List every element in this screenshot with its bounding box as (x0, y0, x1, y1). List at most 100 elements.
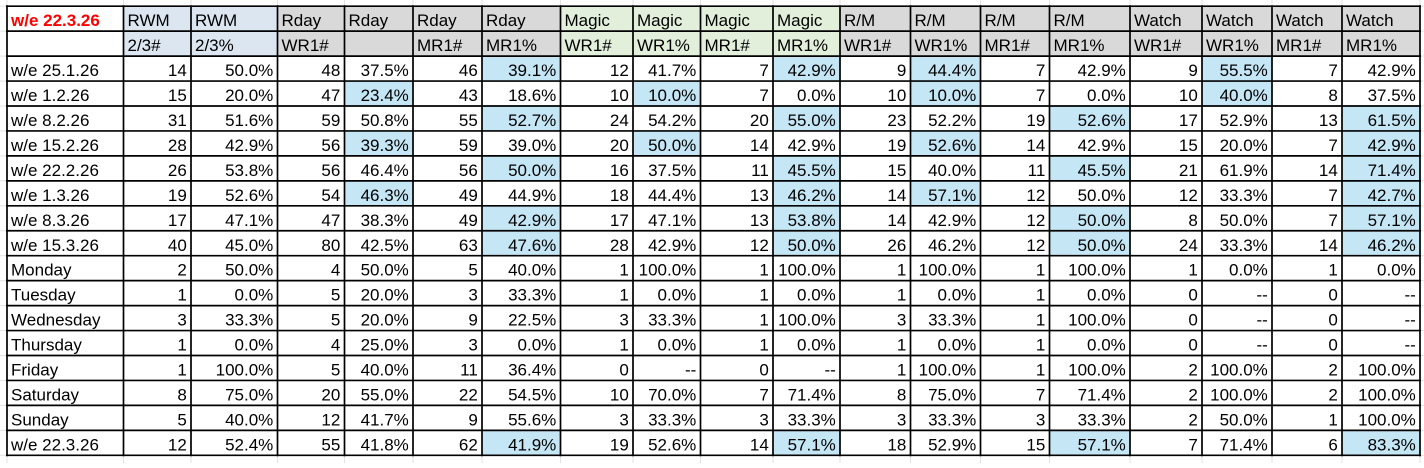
svg-text:7: 7 (1036, 61, 1045, 80)
svg-text:11: 11 (1028, 161, 1046, 180)
svg-text:33.3%: 33.3% (508, 286, 556, 305)
svg-text:44.9%: 44.9% (508, 186, 556, 205)
svg-text:5: 5 (177, 410, 186, 429)
svg-text:--: -- (685, 361, 696, 380)
svg-text:Magic: Magic (637, 11, 683, 30)
svg-text:Magic: Magic (777, 11, 823, 30)
svg-text:71.4%: 71.4% (1368, 161, 1416, 180)
svg-text:7: 7 (1328, 136, 1337, 155)
svg-text:8: 8 (1328, 86, 1337, 105)
svg-text:1: 1 (1036, 336, 1045, 355)
svg-text:w/e 8.3.26: w/e 8.3.26 (10, 211, 89, 230)
svg-text:7: 7 (759, 86, 768, 105)
svg-text:52.6%: 52.6% (648, 435, 696, 454)
svg-text:25.0%: 25.0% (361, 336, 409, 355)
svg-text:42.9%: 42.9% (1368, 136, 1416, 155)
svg-text:15: 15 (168, 86, 187, 105)
svg-text:0: 0 (1328, 286, 1337, 305)
svg-text:0.0%: 0.0% (658, 286, 697, 305)
svg-text:37.5%: 37.5% (361, 61, 409, 80)
svg-text:38.3%: 38.3% (361, 211, 409, 230)
svg-text:18: 18 (610, 186, 629, 205)
svg-text:42.9%: 42.9% (1078, 136, 1126, 155)
svg-text:14: 14 (168, 61, 187, 80)
svg-text:71.4%: 71.4% (1220, 435, 1268, 454)
svg-text:Watch: Watch (1206, 11, 1254, 30)
svg-text:12: 12 (1026, 236, 1045, 255)
svg-text:42.9%: 42.9% (788, 61, 836, 80)
svg-text:42.7%: 42.7% (1368, 186, 1416, 205)
svg-text:WR1#: WR1# (282, 36, 330, 55)
svg-text:0.0%: 0.0% (938, 286, 977, 305)
svg-text:33.3%: 33.3% (928, 410, 976, 429)
svg-text:9: 9 (1188, 61, 1197, 80)
svg-text:2: 2 (1188, 410, 1197, 429)
svg-text:--: -- (1404, 311, 1415, 330)
svg-text:23.4%: 23.4% (361, 86, 409, 105)
svg-text:22: 22 (459, 385, 478, 404)
svg-text:w/e 1.3.26: w/e 1.3.26 (10, 186, 89, 205)
svg-text:71.4%: 71.4% (1078, 385, 1126, 404)
svg-text:w/e 25.1.26: w/e 25.1.26 (10, 61, 99, 80)
svg-text:20.0%: 20.0% (225, 86, 273, 105)
svg-text:1: 1 (759, 336, 768, 355)
svg-text:63: 63 (459, 236, 478, 255)
svg-text:3: 3 (619, 410, 628, 429)
svg-text:0: 0 (1328, 336, 1337, 355)
svg-text:1: 1 (1036, 361, 1045, 380)
svg-text:42.9%: 42.9% (648, 236, 696, 255)
svg-text:40.0%: 40.0% (1220, 86, 1268, 105)
svg-text:2: 2 (1328, 385, 1337, 404)
svg-text:55: 55 (459, 111, 478, 130)
svg-text:33.3%: 33.3% (1220, 236, 1268, 255)
svg-text:3: 3 (468, 286, 477, 305)
svg-text:1: 1 (177, 336, 186, 355)
svg-text:3: 3 (177, 311, 186, 330)
svg-text:100.0%: 100.0% (1358, 385, 1416, 404)
svg-text:54.2%: 54.2% (648, 111, 696, 130)
svg-text:12: 12 (1026, 186, 1045, 205)
svg-text:33.3%: 33.3% (1078, 410, 1126, 429)
svg-text:Thursday: Thursday (11, 336, 82, 355)
svg-text:1: 1 (897, 336, 906, 355)
svg-text:46: 46 (459, 61, 478, 80)
svg-text:47.1%: 47.1% (225, 211, 273, 230)
svg-text:Sunday: Sunday (11, 410, 69, 429)
svg-text:RWM: RWM (195, 11, 237, 30)
svg-text:36.4%: 36.4% (508, 361, 556, 380)
svg-text:50.0%: 50.0% (225, 261, 273, 280)
svg-text:46.3%: 46.3% (361, 186, 409, 205)
svg-text:42.5%: 42.5% (361, 236, 409, 255)
svg-text:11: 11 (751, 161, 769, 180)
svg-text:100.0%: 100.0% (778, 261, 836, 280)
svg-text:R/M: R/M (985, 11, 1016, 30)
svg-text:9: 9 (897, 61, 906, 80)
svg-text:2/3#: 2/3# (128, 36, 162, 55)
svg-text:33.3%: 33.3% (928, 311, 976, 330)
svg-text:0.0%: 0.0% (1087, 336, 1126, 355)
svg-text:42.9%: 42.9% (928, 211, 976, 230)
svg-text:3: 3 (897, 311, 906, 330)
svg-text:41.7%: 41.7% (648, 61, 696, 80)
svg-text:11: 11 (460, 361, 478, 380)
svg-text:19: 19 (1026, 111, 1045, 130)
svg-text:40.0%: 40.0% (508, 261, 556, 280)
svg-text:0.0%: 0.0% (797, 336, 836, 355)
svg-text:14: 14 (1319, 236, 1338, 255)
svg-text:9: 9 (468, 410, 477, 429)
svg-text:18: 18 (887, 435, 906, 454)
svg-text:8: 8 (897, 385, 906, 404)
svg-text:15: 15 (1179, 136, 1198, 155)
svg-text:Watch: Watch (1276, 11, 1324, 30)
svg-text:45.5%: 45.5% (1078, 161, 1126, 180)
svg-text:14: 14 (1026, 136, 1045, 155)
svg-text:52.6%: 52.6% (928, 136, 976, 155)
svg-text:7: 7 (759, 385, 768, 404)
svg-text:52.4%: 52.4% (225, 435, 273, 454)
svg-text:MR1%: MR1% (1346, 36, 1397, 55)
svg-text:80: 80 (321, 236, 340, 255)
svg-text:14: 14 (750, 435, 769, 454)
svg-text:MR1%: MR1% (1054, 36, 1105, 55)
svg-text:17: 17 (1179, 111, 1198, 130)
svg-text:13: 13 (1319, 111, 1338, 130)
